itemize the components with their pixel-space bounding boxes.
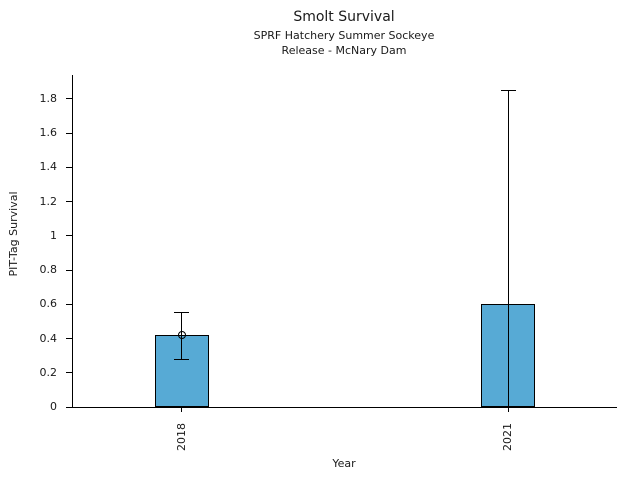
y-axis-tick-label: 1 [50,228,57,242]
y-axis-tick-label: 0.2 [39,365,58,379]
plot-area: 0 0.2 0.4 0.6 0.8 1 1.2 1.4 1.6 1.8 2018 2021 [40,75,617,451]
y-axis-tick [66,338,72,340]
y-axis-tick-label: 0 [50,400,57,413]
y-axis-tick [66,269,72,271]
chart-title: Smolt Survival [293,9,395,25]
y-axis-tick-label: 1.6 [39,126,58,140]
error-bar-line-2021 [507,90,509,407]
y-axis-tick [66,235,72,237]
y-axis-tick [66,132,72,134]
y-axis-tick-label: 0.4 [39,331,58,345]
y-axis-tick [66,303,72,305]
y-axis-tick-label: 1.8 [39,91,58,105]
y-axis-tick-label: 1.2 [39,194,58,208]
y-axis-tick [66,98,72,100]
x-axis-tick-label-2021: 2021 [501,423,515,451]
x-axis-tick-label-2018: 2018 [174,423,188,451]
y-axis-tick-label: 0.6 [39,297,58,311]
y-axis-tick-label: 0.8 [39,263,58,277]
y-axis-tick [66,201,72,203]
y-axis-tick [66,166,72,168]
x-axis-label: Year [332,457,356,470]
x-axis-tick [181,407,183,412]
y-axis-tick-label: 1.4 [39,160,58,174]
chart-subtitle-line2: Release - McNary Dam [281,44,407,57]
chart-subtitle-line1: SPRF Hatchery Summer Sockeye [253,29,435,42]
x-axis-tick [507,407,509,412]
error-bar-cap-lower-2018 [174,358,190,360]
y-axis-label: PIT-Tag Survival [7,191,20,277]
y-axis-tick [66,406,72,408]
y-axis-tick [66,372,72,374]
point-marker-2018 [177,331,186,340]
error-bar-cap-upper-2018 [174,312,190,314]
error-bar-cap-upper-2021 [500,89,516,91]
